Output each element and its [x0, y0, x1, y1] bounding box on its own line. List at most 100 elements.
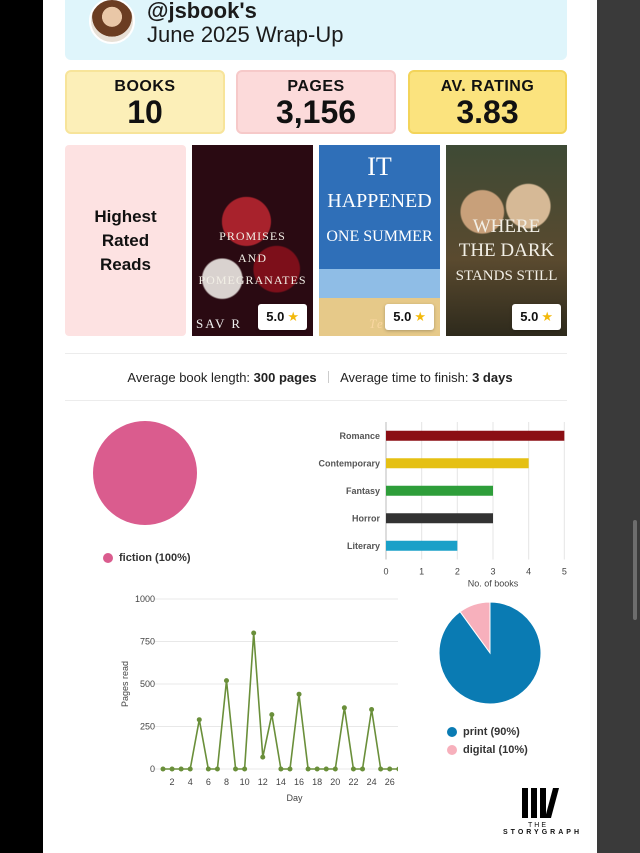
stat-rating: AV. RATING 3.83 [408, 70, 567, 134]
stat-value: 3.83 [456, 94, 519, 130]
genre-bar-chart: 0123456RomanceContemporaryFantasyHorrorL… [318, 422, 567, 589]
legend-label: digital (10%) [463, 744, 528, 756]
y-tick-label: 0 [150, 764, 155, 774]
x-tick-label: 22 [348, 777, 358, 787]
avg-time-value: 3 days [472, 370, 513, 385]
x-tick-label: 10 [240, 777, 250, 787]
wrap-up-card: @jsbook's June 2025 Wrap-Up BOOKS 10 PAG… [43, 0, 597, 853]
book-cover[interactable]: PROMISES AND POMEGRANATES SAV R 5.0 ★ [192, 145, 313, 336]
highest-rated-line: Highest [94, 206, 157, 226]
cover-author: SAV R [196, 316, 243, 331]
logo-text: STORYGRAPH [503, 829, 583, 836]
x-tick-label: 8 [224, 777, 229, 787]
bar-fantasy [386, 485, 493, 496]
cover-title-line: IT [367, 152, 392, 181]
page-title: June 2025 Wrap-Up [147, 22, 344, 47]
x-tick-label: 16 [294, 777, 304, 787]
cover-title: PROMISES AND POMEGRANATES [192, 225, 313, 291]
format-pie-chart [438, 601, 542, 705]
profile-header: @jsbook's June 2025 Wrap-Up [65, 0, 567, 60]
x-tick-label: 18 [312, 777, 322, 787]
bar-literary [386, 540, 458, 551]
rating-value: 5.0 [520, 309, 539, 324]
y-tick-label: 500 [140, 679, 155, 689]
bar-contemporary [386, 458, 529, 469]
data-point [160, 766, 166, 772]
rating-badge: 5.0 ★ [512, 304, 561, 330]
x-tick-label: 3 [490, 567, 495, 577]
x-tick-label: 2 [170, 777, 175, 787]
x-tick-label: 12 [258, 777, 268, 787]
left-margin [0, 0, 43, 853]
stat-value: 3,156 [275, 94, 357, 130]
cover-title-line: STANDS STILL [455, 268, 558, 284]
data-point [169, 766, 175, 772]
pie-slice-fiction [93, 421, 197, 525]
cover-title-line: POMEGRANATES [198, 273, 307, 287]
x-tick-label: 4 [526, 567, 531, 577]
rating-badge: 5.0 ★ [258, 304, 307, 330]
user-handle: @jsbook's [147, 0, 257, 23]
legend-label: fiction (100%) [119, 552, 191, 564]
avg-length-label: Average book length: [127, 370, 251, 385]
highest-rated-line: Rated [101, 230, 150, 250]
data-point [360, 766, 366, 772]
rating-value: 5.0 [393, 309, 412, 324]
category-label: Contemporary [318, 458, 380, 468]
cover-title-line: THE DARK [458, 240, 555, 261]
legend-dot [103, 553, 113, 563]
fiction-pie-chart [93, 421, 197, 525]
stat-books: BOOKS 10 [65, 70, 225, 134]
data-point [369, 707, 375, 712]
x-tick-label: 20 [330, 777, 340, 787]
book-cover[interactable]: IT HAPPENED ONE SUMMER Tessa B 5.0★ [319, 145, 440, 336]
data-point [314, 766, 320, 772]
data-point [296, 691, 302, 697]
data-point [260, 754, 266, 760]
data-point [214, 766, 220, 772]
data-point [205, 766, 211, 772]
stat-pages: PAGES 3,156 [236, 70, 396, 134]
data-point [378, 766, 384, 772]
avatar[interactable] [89, 0, 135, 44]
x-tick-label: 0 [383, 567, 388, 577]
data-point [251, 630, 257, 636]
x-tick-label: 24 [367, 777, 377, 787]
pie-slice-print [438, 601, 542, 705]
logo-icon [503, 786, 573, 818]
category-label: Fantasy [346, 486, 380, 496]
data-point [341, 705, 347, 711]
pages-line-chart: 0250500750100024681012141618202224262830… [120, 594, 398, 803]
bar-horror [386, 513, 493, 524]
y-tick-label: 250 [140, 722, 155, 732]
data-point [242, 766, 248, 772]
x-tick-label: 4 [188, 777, 193, 787]
y-axis-label: Pages read [120, 661, 130, 707]
data-point [278, 766, 284, 772]
stat-label: AV. RATING [440, 78, 535, 95]
bar-romance [386, 430, 565, 441]
legend-dot [447, 745, 457, 755]
star-icon: ★ [287, 309, 299, 324]
cover-title-line: ONE SUMMER [326, 228, 433, 245]
logo-text: THE [528, 822, 548, 829]
storygraph-logo: THE STORYGRAPH [503, 786, 583, 836]
data-point [350, 766, 356, 772]
data-point [287, 766, 293, 772]
x-tick-label: 1 [419, 567, 424, 577]
category-label: Romance [339, 431, 380, 441]
x-tick-label: 2 [455, 567, 460, 577]
star-icon: ★ [541, 309, 553, 324]
data-point [332, 766, 338, 772]
y-tick-label: 750 [140, 637, 155, 647]
cover-title-line: WHERE [472, 216, 541, 237]
scrollbar-thumb[interactable] [633, 520, 637, 620]
data-point [305, 766, 311, 772]
legend-dot [447, 727, 457, 737]
data-point [396, 766, 398, 772]
stat-label: PAGES [287, 78, 345, 95]
data-point [178, 766, 184, 772]
x-tick-label: 26 [385, 777, 395, 787]
book-cover[interactable]: WHERE THE DARK STANDS STILL 5.0 ★ [446, 145, 567, 336]
stat-value: 10 [127, 94, 163, 130]
